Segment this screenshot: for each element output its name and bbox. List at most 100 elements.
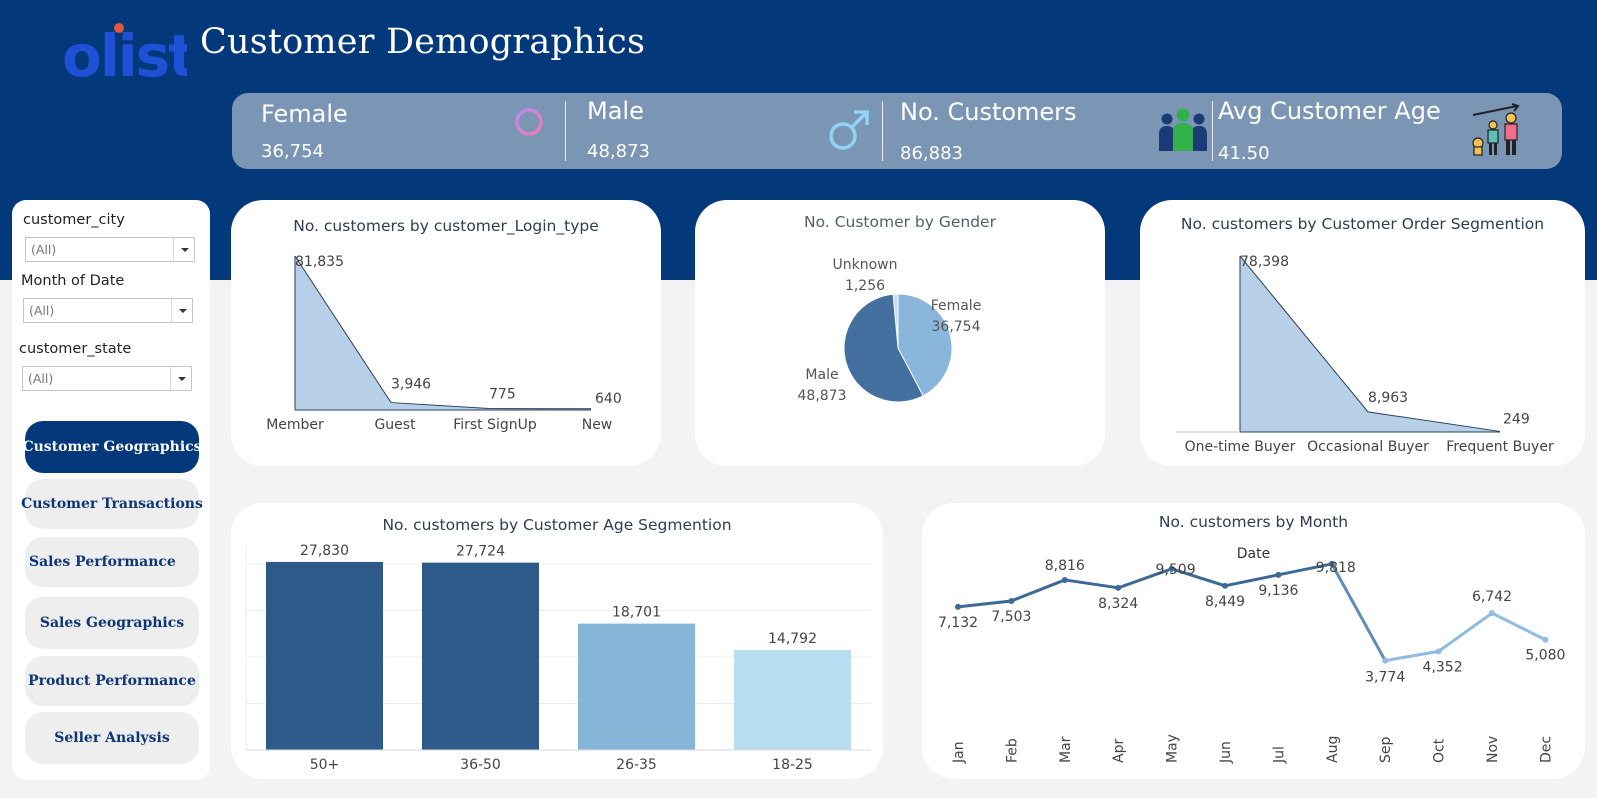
line-value-label: 7,503 <box>991 609 1031 625</box>
nav-sales-geographics[interactable]: Sales Geographics <box>25 597 199 649</box>
line-point-Apr <box>1115 584 1122 591</box>
month-tick-label: Oct <box>1432 738 1448 763</box>
bar-value-label: 18,701 <box>612 605 661 621</box>
logo-dot <box>114 23 124 33</box>
month-tick-label: Aug <box>1325 736 1341 763</box>
age-segment-bar-chart: 27,830 50+ 27,724 36-50 18,701 26-35 14,792 18-… <box>245 543 871 773</box>
area-line <box>294 255 592 410</box>
line-segment <box>1116 567 1174 590</box>
pie-value-label: 36,754 <box>932 319 981 335</box>
people-group-icon <box>1159 108 1207 151</box>
line-segment <box>1276 562 1334 577</box>
bar-category-label: 26-35 <box>616 757 657 773</box>
month-chart-title: No. customers by Month <box>1158 513 1349 531</box>
month-tick-label: Feb <box>1004 738 1020 763</box>
data-label: 640 <box>595 391 622 407</box>
line-point-Feb <box>1008 597 1015 604</box>
nav-sales-performance[interactable]: Sales Performance <box>25 537 199 587</box>
data-label: 78,398 <box>1240 254 1289 270</box>
month-tick-label: Sep <box>1378 737 1394 764</box>
line-point-Jul <box>1275 571 1282 578</box>
pie-value-label: 48,873 <box>798 388 847 404</box>
category-label: First SignUp <box>453 417 537 433</box>
pie-value-label: 1,256 <box>845 278 885 294</box>
female-symbol-icon <box>515 108 543 151</box>
kpi-female: Female 36,754 <box>232 93 562 169</box>
bar-category-label: 36-50 <box>460 757 501 773</box>
category-label: New <box>582 417 613 433</box>
order-segment-chart-title: No. customers by Customer Order Segmenti… <box>1180 215 1545 233</box>
line-segment <box>1330 562 1387 663</box>
filter-city-value: (All) <box>31 242 57 257</box>
kpi-separator <box>882 101 883 161</box>
line-value-label: 9,136 <box>1258 583 1298 599</box>
line-value-label: 5,080 <box>1525 648 1565 664</box>
line-point-Dec <box>1542 636 1549 643</box>
kpi-female-value: 36,754 <box>261 141 324 162</box>
filter-state-value: (All) <box>28 371 54 386</box>
line-value-label: 9,509 <box>1156 562 1196 578</box>
nav-customer-transactions[interactable]: Customer Transactions <box>21 479 203 529</box>
olist-logo: olist <box>62 22 187 84</box>
line-segment <box>1223 573 1280 588</box>
gender-card: No. Customer by Gender Unknown 1,256 Femal… <box>695 200 1105 466</box>
page-title: Customer Demographics <box>200 22 646 62</box>
area-line <box>1239 255 1501 432</box>
chevron-down-icon[interactable] <box>173 238 194 261</box>
line-value-label: 8,449 <box>1205 594 1245 610</box>
line-point-Oct <box>1435 648 1442 655</box>
pie-category-label: Male <box>805 367 838 383</box>
line-value-label: 8,324 <box>1098 596 1138 612</box>
data-label: 775 <box>489 387 516 403</box>
nav-seller-analysis[interactable]: Seller Analysis <box>25 712 199 764</box>
chevron-down-icon[interactable] <box>170 367 191 390</box>
bar-18-25 <box>734 650 851 750</box>
month-tick-label: Jan <box>951 741 967 764</box>
pie-category-label: Female <box>931 298 982 314</box>
line-point-Sep <box>1382 657 1389 664</box>
bar-value-label: 14,792 <box>768 631 817 647</box>
line-segment <box>1009 578 1067 603</box>
filter-state-dropdown[interactable]: (All) <box>22 366 192 391</box>
bar-value-label: 27,724 <box>456 544 505 560</box>
pie-category-label: Unknown <box>833 257 898 273</box>
filter-month-label: Month of Date <box>21 273 125 289</box>
category-label: Member <box>266 417 324 433</box>
chevron-down-icon[interactable] <box>171 299 192 322</box>
logo-wordmark: olist <box>62 22 187 84</box>
filter-month-dropdown[interactable]: (All) <box>23 298 193 323</box>
line-point-Jan <box>955 603 961 610</box>
kpi-separator <box>565 101 566 161</box>
line-segment <box>1063 578 1120 590</box>
nav-product-performance[interactable]: Product Performance <box>25 656 199 706</box>
line-value-label: 8,816 <box>1045 558 1085 574</box>
bar-26-35 <box>578 623 695 750</box>
line-value-label: 9,818 <box>1316 560 1356 576</box>
month-tick-label: Mar <box>1058 736 1074 763</box>
kpi-avg-age-label: Avg Customer Age <box>1218 97 1441 125</box>
bar-50+ <box>266 561 383 750</box>
line-segment <box>1437 611 1494 653</box>
kpi-male-value: 48,873 <box>587 141 650 162</box>
kpi-bar: Female 36,754 Male 48,873 No. Customers … <box>232 93 1562 169</box>
kpi-male: Male 48,873 <box>566 93 882 169</box>
data-label: 249 <box>1503 411 1530 427</box>
month-tick-label: Jun <box>1218 741 1234 764</box>
area-fill <box>295 256 591 410</box>
kpi-avg-age-value: 41.50 <box>1218 143 1270 164</box>
line-point-Aug <box>1328 560 1335 567</box>
login-type-area-chart: 81,835 3,946 775 640 Member Guest First SignUp… <box>266 254 622 433</box>
kpi-male-label: Male <box>587 97 644 125</box>
age-segment-chart-title: No. customers by Customer Age Segmention <box>382 516 732 534</box>
nav-customer-geographics[interactable]: Customer Geographics <box>22 421 202 473</box>
filter-city-dropdown[interactable]: (All) <box>25 237 195 262</box>
line-segment <box>1170 567 1227 588</box>
line-value-label: 4,352 <box>1423 659 1463 675</box>
filter-state-label: customer_state <box>19 341 132 357</box>
kpi-customers-value: 86,883 <box>900 143 963 164</box>
pie-slice-female <box>897 293 953 397</box>
line-point-Jun <box>1222 582 1228 589</box>
month-card: No. customers by Month Date 7,132 Jan 7,50… <box>922 503 1585 779</box>
bar-36-50 <box>422 562 539 750</box>
month-line-chart: 7,132 Jan 7,503 Feb 8,816 Mar 8,324 Apr 9,509 May… <box>938 558 1565 764</box>
